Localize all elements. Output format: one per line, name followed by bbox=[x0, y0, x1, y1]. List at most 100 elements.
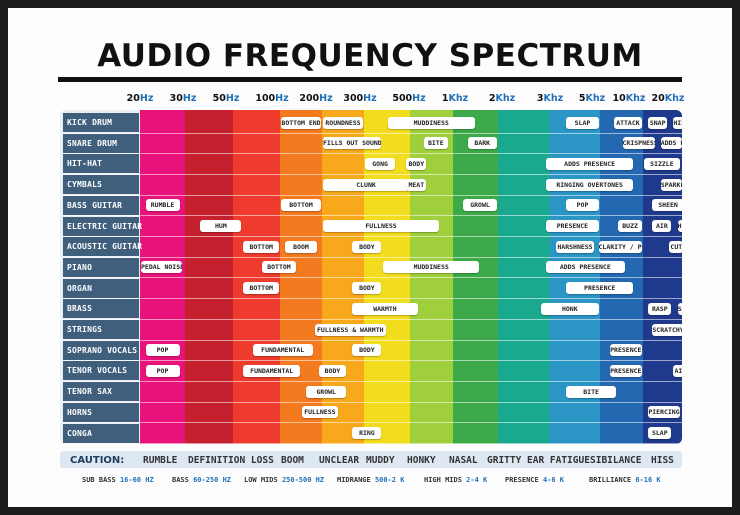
frequency-unit: Hz bbox=[363, 93, 377, 104]
characteristic-tag: BODY bbox=[352, 344, 382, 357]
frequency-band bbox=[185, 110, 233, 444]
page-title: AUDIO FREQUENCY SPECTRUM bbox=[97, 38, 643, 74]
caution-word: HONKY bbox=[407, 455, 436, 466]
frequency-number: 500 bbox=[392, 93, 413, 104]
caution-bar bbox=[60, 451, 682, 468]
frequency-unit: Khz bbox=[625, 93, 646, 104]
row-divider bbox=[60, 277, 682, 279]
frequency-unit: Hz bbox=[412, 93, 426, 104]
characteristic-tag: BITE bbox=[566, 385, 617, 398]
frequency-number: 300 bbox=[343, 93, 364, 104]
characteristic-tag: GROWL bbox=[306, 385, 347, 398]
spectrum-board: KICK DRUM SNARE DRUM HIT-HAT CYMBALS BASS GU… bbox=[60, 110, 682, 444]
characteristic-tag: BOTTOM bbox=[243, 240, 279, 253]
range-name: MIDRANGE bbox=[337, 476, 375, 484]
row-divider bbox=[60, 194, 682, 196]
characteristic-tag: FULLNESS bbox=[323, 220, 440, 232]
range-value: 500-2 K bbox=[374, 476, 405, 484]
frequency-unit: Khz bbox=[448, 93, 469, 104]
row-divider bbox=[60, 256, 682, 258]
frequency-unit: Hz bbox=[319, 93, 333, 104]
characteristic-tag: PEDAL NOISE bbox=[141, 261, 182, 274]
row-divider bbox=[60, 360, 682, 362]
frequency-band bbox=[140, 110, 185, 444]
instrument-label: CONGA bbox=[63, 423, 139, 443]
caution-word: MUDDY bbox=[366, 455, 395, 466]
instrument-label: ELECTRIC GUITAR bbox=[63, 216, 142, 236]
range-value: 16-60 HZ bbox=[119, 476, 154, 484]
characteristic-tag: ADDS PRESENCE bbox=[545, 261, 625, 274]
characteristic-tag: HUM bbox=[200, 220, 242, 232]
characteristic-tag: BOTTOM bbox=[243, 282, 279, 295]
instrument-label: TENOR SAX bbox=[63, 382, 139, 402]
characteristic-tag: RASP bbox=[648, 302, 672, 315]
range-name: LOW MIDS bbox=[244, 476, 282, 484]
characteristic-tag: SLAP bbox=[566, 116, 599, 129]
row-divider bbox=[60, 339, 682, 341]
range-item: BRILLIANCE 6-16 K bbox=[589, 476, 661, 484]
range-name: PRESENCE bbox=[505, 476, 543, 484]
characteristic-tag: BOOM bbox=[285, 240, 317, 253]
frequency-tick: 3Khz bbox=[537, 93, 563, 104]
instrument-label: CYMBALS bbox=[63, 175, 139, 195]
caution-word: UNCLEAR bbox=[319, 455, 360, 466]
characteristic-tag: FULLNESS bbox=[302, 406, 338, 419]
row-divider bbox=[60, 236, 682, 237]
frequency-tick: 1Khz bbox=[442, 93, 468, 104]
characteristic-tag: PIERCING bbox=[648, 406, 680, 419]
instrument-label: SOPRANO VOCALS bbox=[63, 340, 139, 360]
row-divider bbox=[60, 443, 682, 444]
range-item: PRESENCE 4-6 K bbox=[505, 476, 564, 484]
frequency-band bbox=[233, 110, 280, 444]
instrument-label: BRASS bbox=[63, 299, 139, 319]
frequency-number: 50 bbox=[212, 93, 226, 104]
characteristic-tag: PRESENCE bbox=[609, 344, 642, 357]
characteristic-tag: SPARKLE bbox=[660, 178, 682, 191]
range-item: HIGH MIDS 2-4 K bbox=[424, 476, 487, 484]
characteristic-tag: FILLS OUT SOUND bbox=[323, 137, 382, 150]
row-divider bbox=[60, 132, 682, 134]
row-divider bbox=[60, 422, 682, 424]
characteristic-tag: FULLNESS & WARMTH bbox=[314, 323, 386, 336]
row-divider bbox=[60, 380, 682, 382]
characteristic-tag: FUNDAMENTAL bbox=[252, 344, 313, 357]
range-item: BASS 60-250 HZ bbox=[172, 476, 231, 484]
range-item: MIDRANGE 500-2 K bbox=[337, 476, 404, 484]
instrument-label: PIANO bbox=[63, 257, 139, 277]
characteristic-tag: MUDDINESS bbox=[388, 116, 475, 129]
row-divider bbox=[60, 401, 682, 403]
frequency-number: 200 bbox=[299, 93, 320, 104]
frequency-tick: 500Hz bbox=[392, 93, 425, 104]
characteristic-tag: BODY bbox=[352, 282, 382, 295]
characteristic-tag: BOTTOM bbox=[262, 261, 296, 274]
characteristic-tag: MEAT bbox=[406, 178, 427, 191]
frequency-unit: Hz bbox=[182, 93, 197, 104]
caution-word: SIBILANCE bbox=[590, 455, 642, 466]
instrument-label: SNARE DRUM bbox=[63, 133, 139, 153]
frequency-unit: Hz bbox=[225, 93, 240, 104]
row-divider bbox=[60, 318, 682, 320]
frequency-tick: 20Khz bbox=[652, 93, 685, 104]
characteristic-tag: PRESENCE bbox=[545, 220, 599, 232]
caution-word: DEFINITION LOSS bbox=[188, 455, 274, 466]
row-divider bbox=[60, 173, 682, 175]
range-value: 250-500 HZ bbox=[281, 476, 325, 484]
frequency-tick: 20Hz bbox=[127, 93, 154, 104]
frequency-unit: Hz bbox=[139, 93, 154, 104]
characteristic-tag: SIZZLE bbox=[644, 157, 680, 170]
range-item: LOW MIDS 250-500 HZ bbox=[244, 476, 324, 484]
characteristic-tag: POP bbox=[145, 344, 180, 357]
caution-word: EAR FATIGUE bbox=[527, 455, 590, 466]
characteristic-tag: MUDDINESS bbox=[383, 261, 479, 274]
characteristic-tag: BOTTOM bbox=[281, 199, 321, 212]
row-divider bbox=[60, 153, 682, 155]
frequency-number: 20 bbox=[126, 93, 140, 104]
characteristic-tag: SNAP bbox=[648, 116, 668, 129]
instrument-label: STRINGS bbox=[63, 320, 139, 339]
frequency-unit: Hz bbox=[275, 93, 289, 104]
characteristic-tag: HONK bbox=[540, 302, 599, 315]
caution-word: BOOM bbox=[281, 455, 304, 466]
row-divider bbox=[60, 298, 682, 300]
frequency-tick: 50Hz bbox=[213, 93, 240, 104]
frequency-band bbox=[498, 110, 550, 444]
